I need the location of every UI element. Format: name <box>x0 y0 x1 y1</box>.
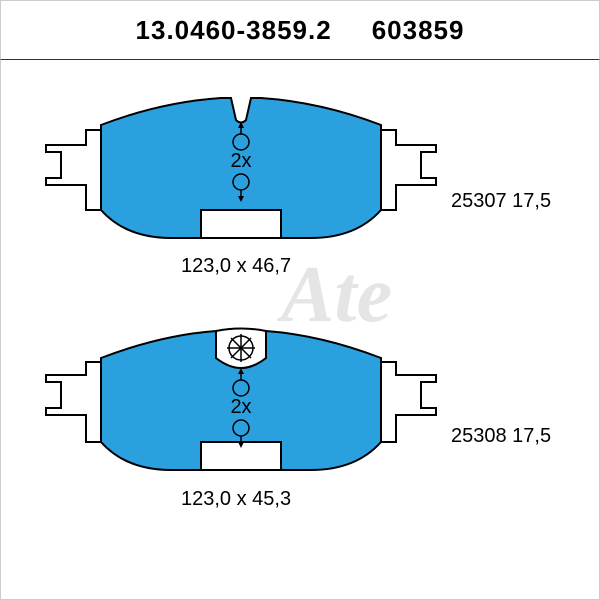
bottom-dimension-label: 123,0 x 45,3 <box>181 488 291 511</box>
bottom-brake-pad: 2x <box>41 320 441 480</box>
top-side-label: 25307 17,5 <box>451 190 551 213</box>
diagram-area: Ate 2x 123,0 x 46,7 25307 17, <box>0 60 600 600</box>
top-quantity: 2x <box>226 150 256 173</box>
secondary-number: 603859 <box>372 15 465 46</box>
diagram-container: 13.0460-3859.2 603859 Ate <box>0 0 600 600</box>
top-dimension-label: 123,0 x 46,7 <box>181 255 291 278</box>
bottom-quantity: 2x <box>226 396 256 419</box>
bottom-side-label: 25308 17,5 <box>451 425 551 448</box>
top-brake-pad: 2x <box>41 90 441 250</box>
part-number: 13.0460-3859.2 <box>136 15 332 46</box>
header-bar: 13.0460-3859.2 603859 <box>0 0 600 60</box>
